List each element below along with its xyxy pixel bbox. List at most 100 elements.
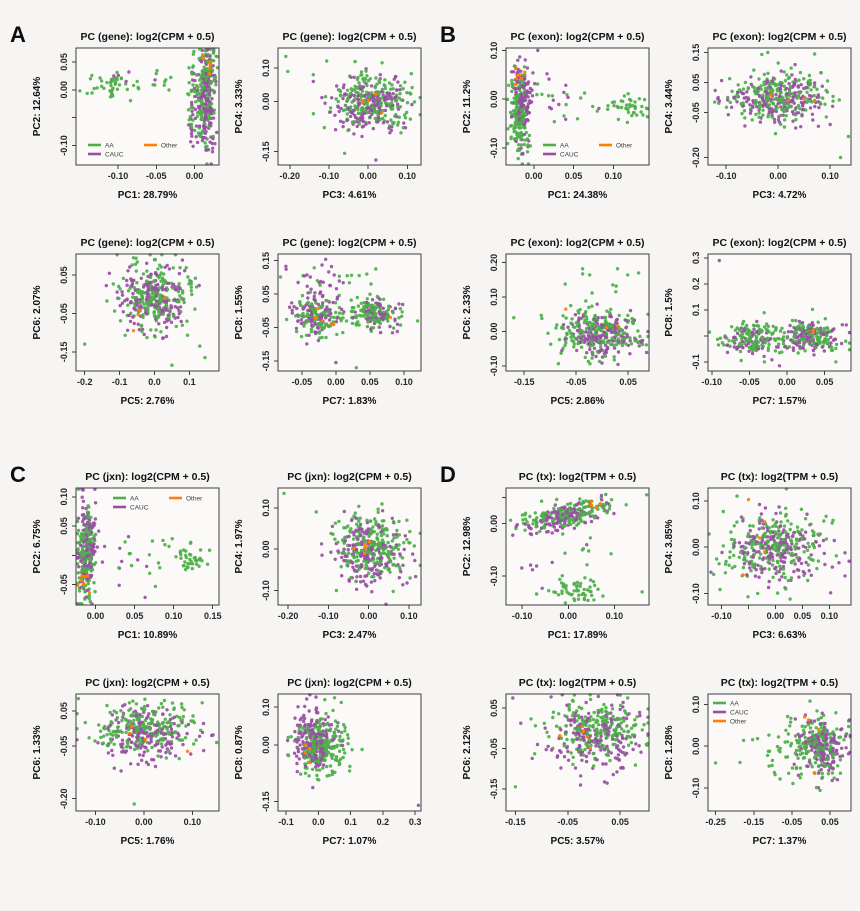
svg-text:PC3: 4.61%: PC3: 4.61% (323, 190, 377, 201)
svg-text:AA: AA (105, 143, 114, 150)
svg-text:-0.20: -0.20 (278, 611, 299, 621)
svg-text:-0.05: -0.05 (59, 303, 69, 324)
scatter-svg: PC (tx): log2(TPM + 0.5)-0.10 0.00 0.10-0.… (462, 471, 650, 641)
svg-text:0.00: 0.00 (489, 90, 499, 108)
panel-a: A PC (gene): log2(CPM + 0.5) -0.10 -0.05 0.… (2, 20, 432, 460)
svg-text:-0.10: -0.10 (59, 135, 69, 156)
svg-text:PC2: 12.64%: PC2: 12.64% (32, 77, 43, 137)
svg-text:Other: Other (616, 143, 633, 150)
panel-a-label: A (10, 22, 26, 47)
panel-b-subplots: PC (exon): log2(CPM + 0.5) 0.00 0.05 0.10 -0… (456, 28, 860, 440)
plot-jxn-pc5-pc6: PC (jxn): log2(CPM + 0.5) -0.10 0.00 0.10 -0… (26, 674, 226, 852)
svg-text:0.00: 0.00 (59, 81, 69, 99)
svg-text:CAUC: CAUC (105, 152, 124, 159)
svg-text:0.00: 0.00 (186, 171, 204, 181)
plot-tx-pc1-pc2: PC (tx): log2(TPM + 0.5) -0.10 0.00 0.10 -0.… (456, 468, 656, 646)
svg-text:0.2: 0.2 (691, 278, 701, 291)
svg-text:0.15: 0.15 (261, 252, 271, 270)
svg-text:0.05: 0.05 (59, 702, 69, 720)
svg-text:0.05: 0.05 (59, 53, 69, 71)
svg-text:0.05: 0.05 (126, 611, 144, 621)
panel-b-label: B (440, 22, 456, 47)
scatter-svg: PC (jxn): log2(CPM + 0.5) -0.20 -0.10 0.00 0… (234, 471, 422, 641)
svg-text:0.00: 0.00 (135, 817, 153, 827)
svg-text:PC3: 2.47%: PC3: 2.47% (323, 630, 377, 641)
svg-text:0.10: 0.10 (261, 499, 271, 517)
svg-text:-0.05: -0.05 (146, 171, 167, 181)
scatter-svg: PC (tx): log2(TPM + 0.5)-0.25 -0.15 -0.05 0… (664, 677, 852, 847)
svg-text:-0.20: -0.20 (691, 147, 701, 168)
svg-text:CAUC: CAUC (130, 505, 149, 512)
svg-text:-0.05: -0.05 (691, 102, 701, 123)
svg-text:PC6: 2.07%: PC6: 2.07% (32, 285, 43, 339)
svg-text:PC8: 1.55%: PC8: 1.55% (234, 285, 245, 339)
svg-text:PC6: 2.33%: PC6: 2.33% (462, 285, 473, 339)
svg-text:-0.05: -0.05 (261, 317, 271, 338)
svg-text:PC7: 1.83%: PC7: 1.83% (323, 396, 377, 407)
svg-text:PC (gene): log2(CPM + 0.5): PC (gene): log2(CPM + 0.5) (283, 237, 417, 249)
svg-text:PC (jxn): log2(CPM + 0.5): PC (jxn): log2(CPM + 0.5) (85, 677, 210, 689)
svg-text:PC7: 1.57%: PC7: 1.57% (753, 396, 807, 407)
svg-text:0.00: 0.00 (778, 377, 796, 387)
scatter-svg: PC (tx): log2(TPM + 0.5)-0.15 -0.05 0.05-0… (462, 677, 650, 847)
svg-text:0.10: 0.10 (395, 377, 413, 387)
plot-exon-pc5-pc6: PC (exon): log2(CPM + 0.5) -0.15 -0.05 0.05… (456, 234, 656, 412)
svg-text:0.05: 0.05 (565, 171, 583, 181)
panel-d-subplots: PC (tx): log2(TPM + 0.5) -0.10 0.00 0.10 -0.… (456, 468, 860, 880)
svg-text:-0.1: -0.1 (278, 817, 294, 827)
svg-text:0.10: 0.10 (399, 171, 417, 181)
svg-text:-0.05: -0.05 (292, 377, 313, 387)
svg-text:-0.10: -0.10 (716, 171, 737, 181)
svg-text:0.10: 0.10 (184, 817, 202, 827)
svg-text:0.10: 0.10 (489, 288, 499, 306)
svg-text:-0.15: -0.15 (59, 342, 69, 363)
svg-text:PC2: 11.2%: PC2: 11.2% (462, 80, 473, 133)
svg-text:PC (jxn): log2(CPM + 0.5): PC (jxn): log2(CPM + 0.5) (287, 677, 412, 689)
svg-text:0.00: 0.00 (769, 171, 787, 181)
svg-text:-0.10: -0.10 (261, 580, 271, 601)
svg-text:PC (exon): log2(CPM + 0.5): PC (exon): log2(CPM + 0.5) (511, 31, 645, 43)
scatter-svg: PC (gene): log2(CPM + 0.5) -0.20 -0.10 0.00… (234, 31, 422, 201)
svg-text:PC3: 4.72%: PC3: 4.72% (753, 190, 807, 201)
panel-c: C PC (jxn): log2(CPM + 0.5) 0.00 0.05 0.10 0… (2, 460, 432, 900)
svg-text:0.10: 0.10 (604, 171, 622, 181)
svg-text:0.1: 0.1 (183, 377, 196, 387)
svg-text:0.00: 0.00 (327, 377, 345, 387)
scatter-svg: PC (exon): log2(CPM + 0.5) -0.10 -0.05 0.00… (664, 237, 852, 407)
svg-text:PC (jxn): log2(CPM + 0.5): PC (jxn): log2(CPM + 0.5) (287, 471, 412, 483)
plot-jxn-pc1-pc2: PC (jxn): log2(CPM + 0.5) 0.00 0.05 0.10 0.1… (26, 468, 226, 646)
plot-gene-pc3-pc4: PC (gene): log2(CPM + 0.5) -0.20 -0.10 0.00… (228, 28, 428, 206)
panel-c-subplots: PC (jxn): log2(CPM + 0.5) 0.00 0.05 0.10 0.1… (26, 468, 432, 880)
svg-text:PC1: 10.89%: PC1: 10.89% (118, 630, 178, 641)
svg-text:PC (exon): log2(CPM + 0.5): PC (exon): log2(CPM + 0.5) (713, 31, 847, 43)
svg-text:PC4: 1.97%: PC4: 1.97% (234, 519, 245, 573)
panel-b: B PC (exon): log2(CPM + 0.5) 0.00 0.05 0.10… (432, 20, 860, 460)
svg-text:PC1: 24.38%: PC1: 24.38% (548, 190, 608, 201)
svg-text:0.00: 0.00 (261, 93, 271, 111)
svg-text:0.3: 0.3 (691, 252, 701, 265)
svg-text:0.00: 0.00 (261, 540, 271, 558)
svg-text:AA: AA (560, 143, 569, 150)
svg-text:-0.10: -0.10 (318, 611, 339, 621)
scatter-svg: PC (gene): log2(CPM + 0.5) -0.05 0.00 0.05 0… (234, 237, 422, 407)
plot-jxn-pc7-pc8: PC (jxn): log2(CPM + 0.5) -0.1 0.0 0.1 0.2 0.… (228, 674, 428, 852)
plot-jxn-pc3-pc4: PC (jxn): log2(CPM + 0.5) -0.20 -0.10 0.00 0… (228, 468, 428, 646)
svg-text:0.05: 0.05 (816, 377, 834, 387)
scatter-svg: PC (exon): log2(CPM + 0.5) 0.00 0.05 0.10 -0… (462, 31, 650, 201)
scatter-svg: PC (gene): log2(CPM + 0.5) -0.2 -0.1 0.0 0.1… (32, 237, 220, 407)
svg-text:PC (gene): log2(CPM + 0.5): PC (gene): log2(CPM + 0.5) (283, 31, 417, 43)
svg-text:-0.1: -0.1 (112, 377, 128, 387)
svg-text:-0.10: -0.10 (85, 817, 106, 827)
plot-exon-pc3-pc4: PC (exon): log2(CPM + 0.5) -0.10 0.00 0.10 -… (658, 28, 858, 206)
svg-text:0.00: 0.00 (359, 171, 377, 181)
svg-text:-0.10: -0.10 (489, 138, 499, 159)
svg-text:Other: Other (186, 496, 203, 503)
svg-text:PC2: 6.75%: PC2: 6.75% (32, 519, 43, 573)
svg-text:CAUC: CAUC (560, 152, 579, 159)
svg-text:0.05: 0.05 (261, 285, 271, 303)
svg-text:0.15: 0.15 (204, 611, 222, 621)
svg-text:PC (jxn): log2(CPM + 0.5): PC (jxn): log2(CPM + 0.5) (85, 471, 210, 483)
svg-text:0.05: 0.05 (619, 377, 637, 387)
